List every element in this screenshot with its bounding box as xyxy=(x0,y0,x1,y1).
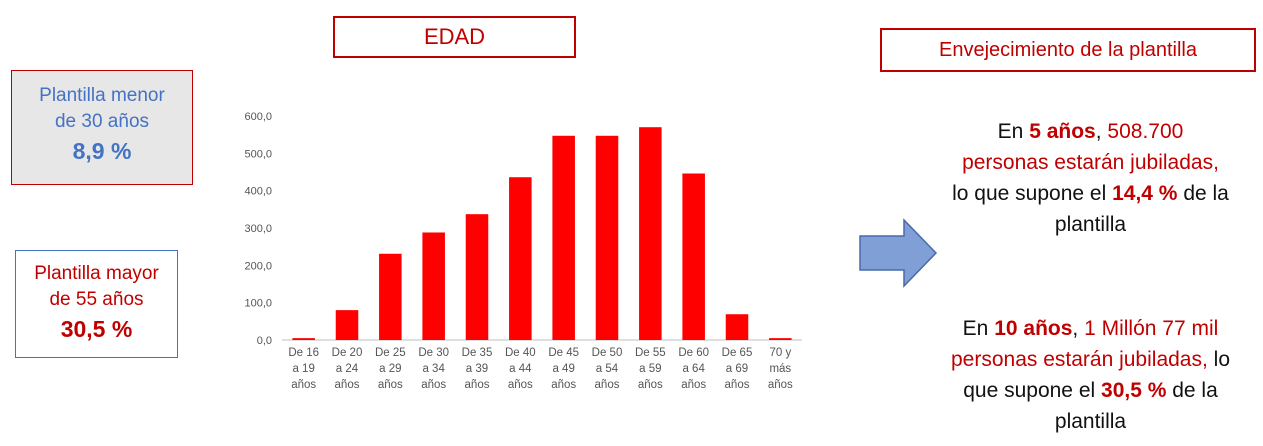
projection-5-line1: En 5 años, 508.700 xyxy=(997,120,1184,143)
x-tick-label: 70 y xyxy=(769,347,791,359)
x-tick-label: De 65 xyxy=(722,347,753,359)
x-tick-label: a 54 xyxy=(596,363,619,375)
right-arrow-icon xyxy=(859,218,938,288)
x-tick-label: años xyxy=(768,379,793,391)
y-tick-label: 600,0 xyxy=(244,111,272,123)
x-tick-label: años xyxy=(638,379,663,391)
x-tick-label: años xyxy=(291,379,316,391)
x-tick-label: años xyxy=(335,379,360,391)
bar xyxy=(335,310,359,340)
x-tick-label: a 29 xyxy=(379,363,401,375)
bar xyxy=(509,177,532,340)
x-tick-label: años xyxy=(595,379,620,391)
age-chart-title: EDAD xyxy=(333,16,576,58)
x-tick-label: años xyxy=(465,379,490,391)
young-staff-label-line2: de 30 años xyxy=(54,111,150,132)
y-axis: 0,0 100,0 200,0 300,0 400,0 500,0 600,0 xyxy=(244,111,802,347)
x-tick-label: años xyxy=(508,379,533,391)
bar xyxy=(595,135,619,340)
x-tick-label: años xyxy=(551,379,576,391)
bar xyxy=(465,214,489,340)
senior-staff-percentage: 30,5 % xyxy=(60,316,133,342)
young-staff-label-line1: Plantilla menor xyxy=(39,85,165,106)
x-tick-label: a 39 xyxy=(466,363,488,375)
y-tick-label: 500,0 xyxy=(244,148,272,160)
highlight-10-years: 10 años xyxy=(994,317,1073,340)
projection-5-line4: plantilla xyxy=(1054,213,1127,236)
x-tick-label: años xyxy=(421,379,446,391)
bar xyxy=(552,135,575,340)
projection-10-line2: personas estarán jubiladas, lo xyxy=(950,348,1231,371)
projection-5-line2: personas estarán jubiladas, xyxy=(962,151,1219,174)
x-tick-label: De 30 xyxy=(418,347,449,359)
x-tick-label: De 55 xyxy=(635,347,666,359)
senior-staff-box: Plantilla mayor de 55 años 30,5 % xyxy=(15,250,178,358)
y-tick-label: 400,0 xyxy=(244,186,272,198)
bar xyxy=(422,232,445,340)
y-tick-label: 0,0 xyxy=(257,335,272,347)
x-tick-label: a 69 xyxy=(726,363,748,375)
x-tick-label: más xyxy=(769,363,791,375)
percent-5-years: 14,4 % xyxy=(1112,182,1178,205)
y-tick-label: 100,0 xyxy=(244,298,272,310)
x-tick-label: a 19 xyxy=(292,363,314,375)
projection-10-years: En 10 años, 1 Millón 77 mil personas est… xyxy=(918,313,1263,437)
x-tick-label: años xyxy=(725,379,750,391)
x-axis: De 16 a 19 años De 20 a 24 años De 25 a 29 años D… xyxy=(288,347,793,391)
x-tick-label: De 16 xyxy=(288,347,319,359)
bar xyxy=(639,127,662,340)
projection-10-line1: En 10 años, 1 Millón 77 mil xyxy=(962,317,1219,340)
bar xyxy=(725,314,749,340)
x-tick-label: a 34 xyxy=(422,363,445,375)
x-tick-label: a 44 xyxy=(509,363,532,375)
percent-10-years: 30,5 % xyxy=(1101,379,1167,402)
projection-5-line3: lo que supone el 14,4 % de la xyxy=(952,182,1229,205)
x-tick-label: De 35 xyxy=(462,347,493,359)
x-tick-label: a 49 xyxy=(552,363,574,375)
x-tick-label: años xyxy=(681,379,706,391)
y-tick-label: 300,0 xyxy=(244,223,272,235)
x-tick-label: a 64 xyxy=(682,363,705,375)
y-tick-label: 200,0 xyxy=(244,260,272,272)
projection-10-line4: plantilla xyxy=(1054,410,1127,433)
x-tick-label: De 25 xyxy=(375,347,406,359)
x-tick-label: De 60 xyxy=(678,347,709,359)
retirees-5-years: 508.700 xyxy=(1107,120,1184,143)
bar xyxy=(769,338,792,340)
senior-staff-label-line2: de 55 años xyxy=(49,289,144,310)
x-tick-label: De 20 xyxy=(332,347,363,359)
senior-staff-label-line1: Plantilla mayor xyxy=(34,263,159,284)
retirees-10-years: 1 Millón 77 mil xyxy=(1084,317,1219,340)
age-bar-chart: 0,0 100,0 200,0 300,0 400,0 500,0 600,0 De 16 a… xyxy=(244,111,802,391)
projection-10-line3: que supone el 30,5 % de la xyxy=(963,379,1218,402)
bar xyxy=(292,338,315,340)
young-staff-box: Plantilla menor de 30 años 8,9 % xyxy=(11,70,193,185)
highlight-5-years: 5 años xyxy=(1029,120,1096,143)
bars xyxy=(292,127,792,340)
x-tick-label: años xyxy=(378,379,403,391)
x-tick-label: De 45 xyxy=(548,347,579,359)
aging-title: Envejecimiento de la plantilla xyxy=(880,28,1256,72)
x-tick-label: a 59 xyxy=(639,363,661,375)
bar xyxy=(682,173,705,340)
x-tick-label: a 24 xyxy=(336,363,359,375)
young-staff-percentage: 8,9 % xyxy=(72,138,132,164)
x-tick-label: De 40 xyxy=(505,347,536,359)
bar xyxy=(379,253,402,340)
x-tick-label: De 50 xyxy=(592,347,623,359)
projection-5-years: En 5 años, 508.700 personas estarán jubi… xyxy=(918,116,1263,240)
